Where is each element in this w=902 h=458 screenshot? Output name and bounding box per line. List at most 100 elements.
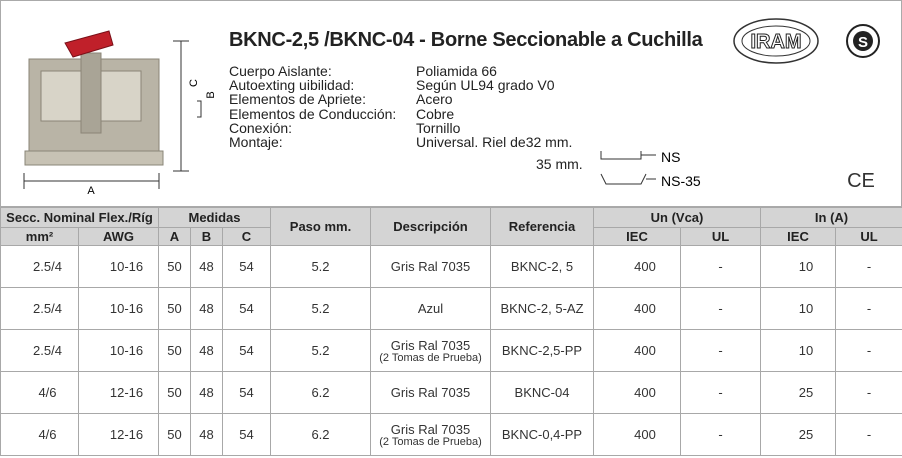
group-header: Referencia: [490, 207, 594, 246]
cell-text: Gris Ral 7035: [390, 421, 471, 437]
spec-value: Cobre: [416, 105, 455, 122]
table-cell: 50: [158, 371, 191, 414]
table-row: 4/6 12-16 50 48 54 6.2 Gris Ral 7035 (2 Tomas d…: [0, 413, 902, 456]
table-cell: 25: [760, 371, 837, 414]
table-cell: 2.5/4: [0, 245, 79, 288]
dim-a: A: [87, 185, 95, 197]
table-cell: 400: [593, 329, 681, 372]
table-cell: 5.2: [270, 287, 371, 330]
table-cell: 50: [158, 287, 191, 330]
spec-value: Tornillo: [416, 119, 461, 136]
table-cell: Gris Ral 7035 (2 Tomas de Prueba): [370, 329, 491, 372]
cell-note: (2 Tomas de Prueba): [379, 351, 482, 364]
terminal-image: [24, 30, 164, 166]
header-panel: A B C NS NS-35 IRAM S CE BKNC-2,5 /BKNC-…: [0, 0, 902, 207]
table-cell: 10-16: [78, 287, 159, 330]
spec-value: Poliamida 66: [416, 63, 497, 79]
table-cell: 400: [593, 371, 681, 414]
table-row: 2.5/4 10-16 50 48 54 5.2 Gris Ral 7035 BKNC-2, …: [0, 245, 902, 288]
ce-mark: CE: [847, 170, 875, 192]
rail-ns35: NS-35: [661, 173, 701, 189]
table-cell: 400: [593, 287, 681, 330]
table-cell: BKNC-2, 5: [490, 245, 594, 288]
iram-text: IRAM: [750, 31, 801, 53]
table-cell: -: [835, 329, 902, 372]
table-cell: 10: [760, 329, 837, 372]
table-cell: 12-16: [78, 371, 159, 414]
group-header: Descripción: [370, 207, 491, 246]
table-cell: 10: [760, 287, 837, 330]
group-header: Medidas: [158, 207, 271, 228]
cell-text: Gris Ral 7035: [390, 259, 471, 274]
table-cell: Gris Ral 7035: [370, 371, 491, 414]
table-cell: 10-16: [78, 329, 159, 372]
table-cell: 4/6: [0, 371, 79, 414]
table-cell: BKNC-2,5-PP: [490, 329, 594, 372]
dim-c: C: [188, 79, 200, 87]
spec-label: Cuerpo Aislante:: [229, 63, 332, 79]
sub-header: B: [190, 227, 223, 246]
table-cell: BKNC-2, 5-AZ: [490, 287, 594, 330]
table-cell: Azul: [370, 287, 491, 330]
spec-table: Secc. Nominal Flex./Ríg Medidas Paso mm. De…: [0, 207, 902, 456]
group-header: In (A): [760, 207, 902, 228]
spec-value: Universal. Riel de32 mm.: [416, 134, 573, 150]
table-cell: 400: [593, 413, 681, 456]
table-cell: 400: [593, 245, 681, 288]
title: BKNC-2,5 /BKNC-04 - Borne Seccionable a …: [229, 29, 703, 51]
table-cell: 6.2: [270, 413, 371, 456]
table-cell: 10: [760, 245, 837, 288]
spec-label: Montaje:: [229, 134, 283, 150]
group-header: Un (Vca): [592, 207, 762, 228]
table-cell: 5.2: [270, 245, 371, 288]
table-cell: 5.2: [270, 329, 371, 372]
spec-value: Acero: [416, 91, 453, 108]
spec-value: Según UL94 grado V0: [416, 77, 555, 94]
iram-logo: IRAM: [733, 18, 819, 64]
table-cell: 54: [222, 287, 271, 330]
cell-text: Gris Ral 7035: [390, 385, 471, 400]
table-cell: 50: [158, 329, 191, 372]
dimension-lines: [23, 40, 202, 189]
table-cell: BKNC-0,4-PP: [490, 413, 594, 456]
table-cell: 50: [158, 245, 191, 288]
spec-label: Elementos de Apriete:: [229, 91, 366, 108]
sub-header: IEC: [760, 227, 837, 246]
table-cell: 48: [190, 245, 223, 288]
s-text: S: [858, 34, 868, 51]
table-cell: 10-16: [78, 245, 159, 288]
table-cell: 48: [190, 413, 223, 456]
table-cell: 2.5/4: [0, 329, 79, 372]
table-cell: 54: [222, 329, 271, 372]
table-cell: 12-16: [78, 413, 159, 456]
table-cell: 54: [222, 371, 271, 414]
table-cell: Gris Ral 7035: [370, 245, 491, 288]
group-header: Paso mm.: [270, 207, 371, 246]
rail-ns: NS: [661, 149, 680, 165]
group-header: Secc. Nominal Flex./Ríg: [0, 207, 159, 228]
table-cell: -: [679, 413, 762, 456]
table-cell: 50: [158, 413, 191, 456]
table-cell: 48: [190, 371, 223, 414]
sub-header-row: mm² AWG A B C IEC UL IEC UL: [0, 227, 902, 246]
table-cell: 25: [760, 413, 837, 456]
table-body: Secc. Nominal Flex./Ríg Medidas Paso mm. De…: [0, 207, 902, 456]
cell-text: Azul: [417, 301, 444, 316]
table-row: 4/6 12-16 50 48 54 6.2 Gris Ral 7035 BKNC-04 400…: [0, 371, 902, 414]
table-cell: 48: [190, 287, 223, 330]
sub-header: UL: [835, 227, 902, 246]
table-cell: 4/6: [0, 413, 79, 456]
sub-header: A: [158, 227, 191, 246]
table-cell: BKNC-04: [490, 371, 594, 414]
sub-header: mm²: [0, 227, 79, 246]
group-header-row: Secc. Nominal Flex./Ríg Medidas Paso mm. De…: [0, 207, 902, 246]
table-cell: -: [835, 245, 902, 288]
sub-header: IEC: [593, 227, 681, 246]
table-cell: 54: [222, 245, 271, 288]
table-cell: 48: [190, 329, 223, 372]
table-cell: -: [679, 287, 762, 330]
s-logo: S: [846, 24, 880, 58]
table-cell: -: [835, 413, 902, 456]
spec-label: Conexión:: [229, 119, 293, 136]
